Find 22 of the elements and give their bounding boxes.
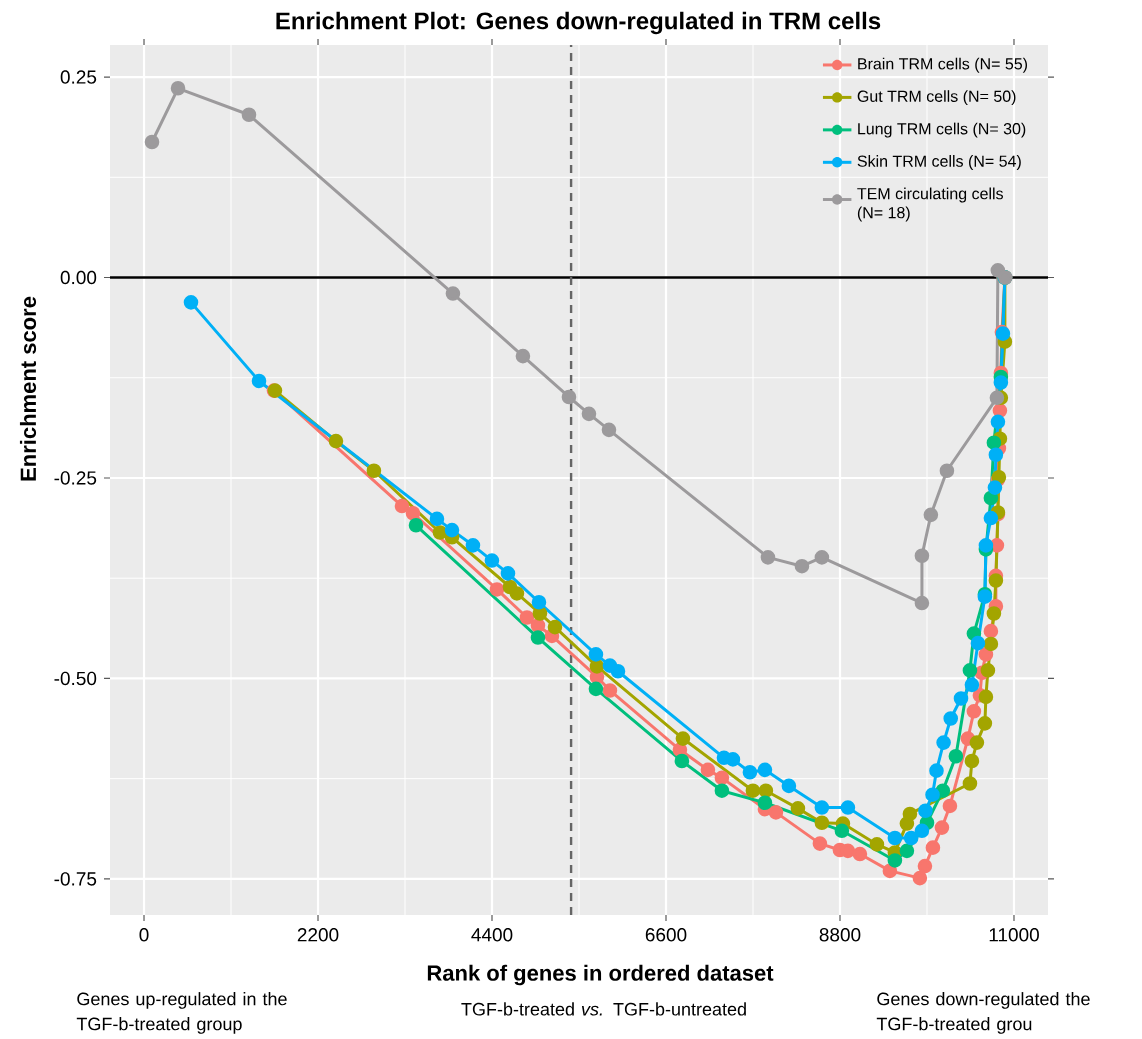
y-tick-label: -0.75 [54,872,97,886]
legend-label: Skin TRM cells (N= 54) [857,155,1021,171]
x-tick-label: 8800 [819,928,861,942]
text: Genes down-regulated the TGF-b-treated grou [876,992,1090,1034]
chart-title: Enrichment Plot: Genes down-regulated in TRM cells [276,11,881,35]
x-tick-label: 2200 [297,928,339,942]
x-axis-title: Rank of genes in ordered dataset [427,964,774,986]
y-tick-label: -0.50 [54,671,97,686]
y-tick-label: 0.00 [60,270,97,285]
legend-label: Gut TRM cells (N= 50) [857,90,1016,106]
x-tick-label: 11000 [989,928,1039,942]
legend-label: Brain TRM cells (N= 55) [858,57,1028,73]
y-tick-label: -0.25 [54,471,97,485]
y-axis-title: Enrichment score [19,296,37,481]
x-tick-label: 6600 [645,928,687,942]
text: TGF-b-treated vs. TGF-b-untreated [461,1002,746,1016]
legend-label: TEM circulating cells (N= 18) [857,187,1004,222]
y-tick-label: 0.25 [60,70,97,84]
text: Genes up-regulated in the TGF-b-treated group [76,992,287,1034]
x-tick-label: 0 [139,928,149,942]
legend-label: Lung TRM cells (N= 30) [858,122,1026,138]
x-tick-label: 4400 [471,928,513,942]
